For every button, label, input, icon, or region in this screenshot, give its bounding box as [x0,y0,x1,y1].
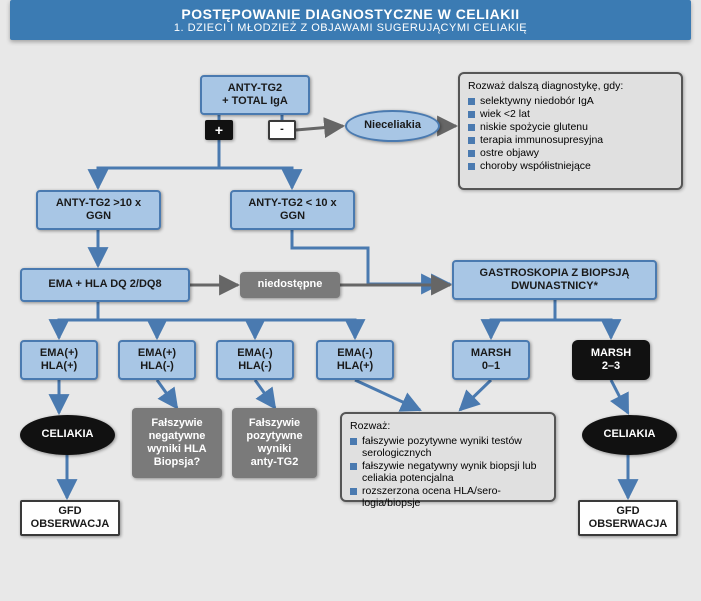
edge [255,380,275,408]
edge [296,126,343,130]
node-lt10: ANTY-TG2 < 10 xGGN [230,190,355,230]
node-start: ANTY-TG2+ TOTAL IgA [200,75,310,115]
node-plus: + [205,120,233,140]
node-falsz_poz: Fałszywiepozytywnewynikianty-TG2 [232,408,317,478]
node-panel_bot: Rozważ: fałszywie pozytywne wyniki testów… [340,412,556,502]
panel-item: niskie spożycie glutenu [468,121,673,133]
header-subtitle: 1. DZIECI I MŁODZIEŻ Z OBJAWAMI SUGERUJĄ… [18,22,683,34]
node-ema_mm: EMA(-)HLA(-) [216,340,294,380]
node-nieceliakia: Nieceliakia [345,110,440,142]
node-celiakia1: CELIAKIA [20,415,115,455]
panel-item: terapia immunosupresyjna [468,134,673,146]
header: POSTĘPOWANIE DIAGNOSTYCZNE W CELIAKII 1.… [10,0,691,40]
edge [219,168,292,188]
panel-item: selektywny niedobór IgA [468,95,673,107]
node-celiakia2: CELIAKIA [582,415,677,455]
node-minus: - [268,120,296,140]
edge [98,140,219,188]
node-ema_hla: EMA + HLA DQ 2/DQ8 [20,268,190,302]
edge [98,320,255,338]
edge [460,380,491,410]
node-gfd1: GFDOBSERWACJA [20,500,120,536]
panel-item: wiek <2 lat [468,108,673,120]
edge [355,380,420,410]
edge [59,302,98,338]
panel-item: fałszywie pozytywne wyniki testów serolo… [350,435,546,459]
node-gt10: ANTY-TG2 >10 xGGN [36,190,161,230]
edge [555,320,611,338]
node-niedostepne: niedostępne [240,272,340,298]
node-ema_pp: EMA(+)HLA(+) [20,340,98,380]
edge [491,300,555,338]
node-ema_pm: EMA(+)HLA(-) [118,340,196,380]
panel-item: fałszywie negatywny wynik biopsji lub ce… [350,460,546,484]
node-falsz_neg: Fałszywienegatywnewyniki HLABiopsja? [132,408,222,478]
panel-item: ostre objawy [468,147,673,159]
edge [98,320,157,338]
panel-title: Rozważ dalszą diagnostykę, gdy: [468,80,673,92]
panel-title: Rozważ: [350,420,546,432]
panel-item: rozszerzona ocena HLA/sero-logia/biopsje [350,485,546,509]
panel-item: choroby współistniejące [468,160,673,172]
node-ema_mp: EMA(-)HLA(+) [316,340,394,380]
node-panel_top: Rozważ dalszą diagnostykę, gdy: selektywn… [458,72,683,190]
node-marsh01: MARSH0–1 [452,340,530,380]
edge [98,320,355,338]
node-marsh23: MARSH2–3 [572,340,650,380]
header-title: POSTĘPOWANIE DIAGNOSTYCZNE W CELIAKII [18,6,683,22]
node-gastro: GASTROSKOPIA Z BIOPSJĄDWUNASTNICY* [452,260,657,300]
edge [611,380,628,413]
edge [157,380,177,408]
node-gfd2: GFDOBSERWACJA [578,500,678,536]
